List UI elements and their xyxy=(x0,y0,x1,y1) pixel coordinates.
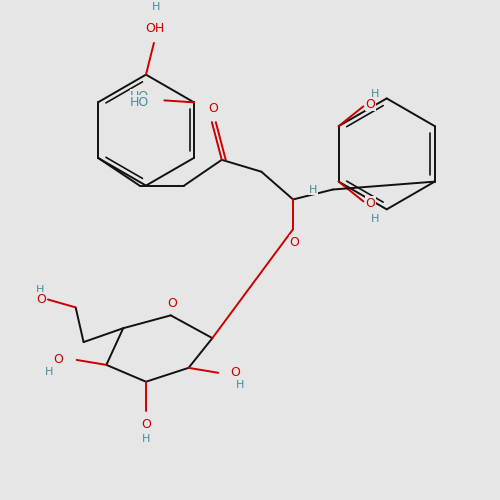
Text: H: H xyxy=(152,2,160,12)
Text: HO: HO xyxy=(130,96,150,109)
Text: O: O xyxy=(366,98,376,111)
Text: H: H xyxy=(309,184,318,194)
Text: O: O xyxy=(53,354,63,366)
Text: O: O xyxy=(141,418,151,431)
Text: O: O xyxy=(36,293,46,306)
Text: H: H xyxy=(36,284,44,294)
Text: H: H xyxy=(44,367,53,377)
Text: H: H xyxy=(371,214,380,224)
Text: O: O xyxy=(208,102,218,115)
Text: O: O xyxy=(289,236,299,248)
Text: O: O xyxy=(366,197,376,210)
Text: H: H xyxy=(371,90,380,100)
Text: HO: HO xyxy=(130,90,150,103)
Text: H: H xyxy=(236,380,244,390)
Text: H: H xyxy=(142,434,150,444)
Text: OH: OH xyxy=(146,22,165,35)
Text: O: O xyxy=(167,297,176,310)
Text: O: O xyxy=(230,366,240,380)
